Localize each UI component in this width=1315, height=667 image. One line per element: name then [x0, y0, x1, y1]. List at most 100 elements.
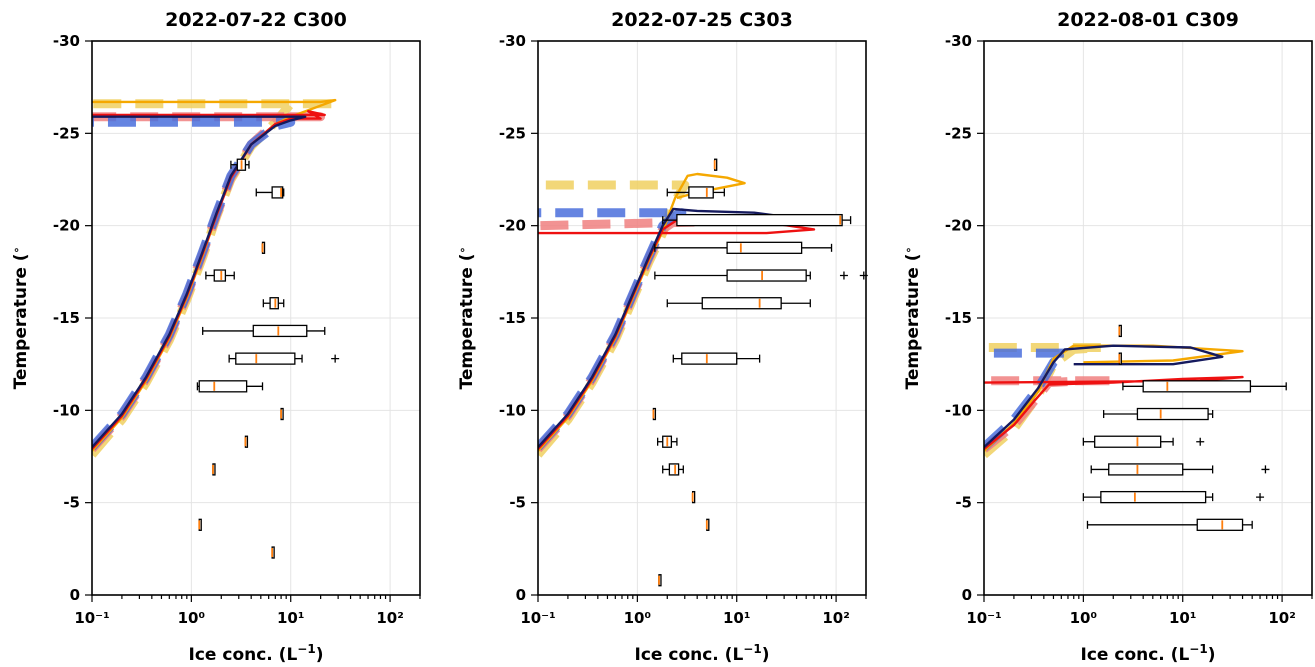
panel-3: 10⁻¹ 10⁰ 10¹ 10² 0 -5 -10 -15 -20 -25 -30 2022-08-0… — [902, 9, 1313, 665]
x-axis-label: Ice conc. (L−1) — [1081, 642, 1216, 665]
y-tick-label: -5 — [955, 494, 972, 512]
box-body — [1136, 407, 1209, 421]
y-tick-label: -10 — [945, 401, 972, 419]
y-tick-label: -20 — [945, 217, 972, 235]
x-tick-label: 10² — [822, 609, 849, 627]
x-tick-label: 10⁰ — [178, 609, 205, 627]
box-body — [1196, 518, 1244, 531]
box-plot — [205, 269, 235, 282]
box-body — [701, 297, 782, 310]
box-plot — [271, 546, 275, 559]
box-body — [271, 186, 284, 199]
y-tick-label: -30 — [945, 32, 972, 50]
panel-2: 10⁻¹ 10⁰ 10¹ 10² 0 -5 -10 -15 -20 -25 -30 2022-07-2… — [456, 9, 868, 665]
y-axis-label: Temperature (∘ — [10, 247, 31, 390]
y-tick-label: 0 — [516, 586, 526, 604]
box-flier — [1261, 465, 1270, 474]
y-axis-label: Temperature (∘ — [456, 247, 477, 390]
x-tick-label: 10¹ — [723, 609, 750, 627]
series-line-4 — [984, 344, 1244, 452]
x-tick-label: 10² — [376, 609, 403, 627]
y-tick-label: -30 — [499, 32, 526, 50]
panel-1: 10⁻¹ 10⁰ 10¹ 10² 0 -5 -10 -15 -20 -25 -30 2022-07-2… — [10, 9, 421, 665]
y-tick-label: 0 — [70, 586, 80, 604]
box-flier — [839, 271, 848, 280]
y-tick-label: 0 — [962, 586, 972, 604]
box-plot — [654, 241, 833, 254]
box-body — [198, 380, 248, 393]
y-tick-label: -5 — [63, 494, 80, 512]
y-tick-label: -10 — [53, 401, 80, 419]
x-tick-label: 10⁰ — [624, 609, 651, 627]
box-plot — [666, 297, 811, 310]
box-plot — [713, 158, 718, 171]
x-tick-label: 10² — [1268, 609, 1295, 627]
box-plot — [654, 269, 868, 282]
series-group — [92, 98, 343, 458]
series-line-5 — [984, 375, 1244, 451]
box-plot — [1122, 380, 1287, 393]
y-tick-label: -25 — [53, 124, 80, 142]
series-line-6 — [92, 115, 307, 449]
box-plot — [1086, 518, 1253, 531]
y-tick-label: -15 — [945, 309, 972, 327]
y-tick-label: -30 — [53, 32, 80, 50]
series-group — [984, 343, 1244, 459]
series-line-3 — [984, 348, 1070, 451]
box-plot — [280, 407, 284, 421]
box-body — [681, 352, 738, 365]
box-plot — [1082, 490, 1265, 504]
box-plot — [658, 574, 662, 587]
box-body — [235, 352, 296, 365]
box-plot — [662, 213, 852, 227]
y-tick-label: -15 — [53, 309, 80, 327]
box-plot — [1118, 324, 1122, 338]
y-tick-label: -5 — [509, 494, 526, 512]
box-body — [269, 297, 279, 310]
box-body — [213, 269, 227, 282]
series-line-2 — [984, 376, 1118, 453]
box-flier — [1256, 493, 1265, 502]
box-plot — [1118, 352, 1122, 365]
box-body — [726, 241, 803, 254]
y-axis-label: Temperature (∘ — [902, 247, 923, 390]
x-tick-label: 10⁻¹ — [966, 609, 1001, 627]
box-body — [1108, 463, 1184, 476]
box-plot — [662, 463, 684, 476]
box-plot — [228, 352, 340, 365]
box-flier — [331, 354, 340, 363]
box-plot — [1090, 463, 1270, 476]
box-body — [726, 269, 807, 282]
box-plot — [672, 352, 761, 365]
x-tick-label: 10⁻¹ — [520, 609, 555, 627]
box-body — [1100, 490, 1207, 504]
x-tick-label: 10¹ — [1169, 609, 1196, 627]
y-tick-label: -20 — [499, 217, 526, 235]
y-tick-label: -15 — [499, 309, 526, 327]
box-plot — [656, 435, 678, 448]
x-tick-label: 10¹ — [277, 609, 304, 627]
box-plot — [255, 186, 285, 199]
chart-title: 2022-07-22 C300 — [165, 9, 347, 31]
chart-title: 2022-07-25 C303 — [611, 9, 793, 31]
box-plot — [202, 324, 326, 338]
x-axis-label: Ice conc. (L−1) — [189, 642, 324, 665]
box-plot — [261, 241, 266, 254]
box-plot — [652, 407, 657, 421]
box-body — [1142, 380, 1252, 393]
chart-title: 2022-08-01 C309 — [1057, 9, 1239, 31]
box-flier — [1196, 437, 1205, 446]
y-tick-label: -25 — [945, 124, 972, 142]
box-plot — [230, 158, 250, 171]
box-plot — [666, 186, 725, 199]
box-body — [252, 324, 308, 338]
box-body — [1094, 435, 1162, 448]
box-body — [668, 463, 680, 476]
box-body — [676, 213, 843, 227]
series-line-5 — [538, 218, 816, 450]
box-body — [688, 186, 714, 199]
box-plot — [198, 518, 202, 531]
series-line-6 — [984, 344, 1224, 449]
x-axis-label: Ice conc. (L−1) — [635, 642, 770, 665]
